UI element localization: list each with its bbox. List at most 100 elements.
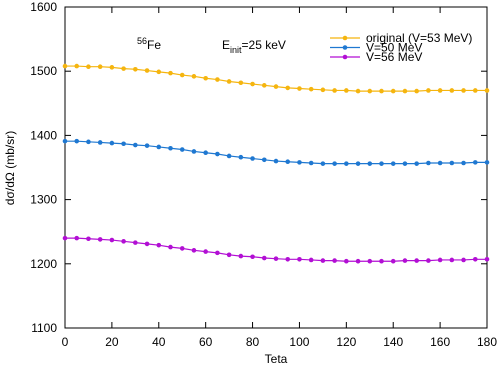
data-point	[285, 257, 291, 262]
plot-frame	[64, 6, 488, 329]
data-point	[297, 86, 302, 91]
data-point	[215, 77, 220, 82]
data-point	[308, 160, 314, 166]
data-point	[437, 160, 443, 166]
data-point	[86, 139, 91, 145]
data-point	[226, 252, 232, 258]
legend-marker	[342, 45, 348, 50]
data-point	[215, 250, 220, 256]
y-axis-label: dσ/dΩ (mb/sr)	[3, 131, 17, 205]
data-point	[133, 142, 138, 148]
data-point	[379, 258, 384, 264]
data-point	[168, 145, 173, 151]
x-tick-label: 100	[289, 335, 309, 349]
data-point	[179, 72, 185, 78]
data-point	[437, 88, 443, 93]
y-tick-label: 1600	[30, 0, 57, 14]
data-point	[472, 88, 478, 93]
data-point	[426, 160, 431, 166]
y-tick-label: 1500	[30, 64, 57, 78]
y-tick-label: 1300	[30, 193, 57, 207]
data-point	[379, 161, 384, 166]
data-point	[379, 88, 384, 94]
data-point	[437, 257, 443, 263]
data-point	[203, 150, 208, 156]
data-point	[133, 240, 138, 245]
data-point	[414, 88, 419, 94]
data-point	[484, 160, 490, 165]
data-point	[332, 258, 337, 263]
data-point	[250, 81, 255, 87]
data-point	[250, 254, 255, 260]
data-point	[414, 161, 419, 166]
data-point	[461, 160, 466, 166]
data-point	[461, 257, 466, 263]
x-tick-label: 180	[477, 335, 497, 349]
data-point	[179, 246, 185, 251]
annotation-suffix: =25 keV	[242, 38, 286, 52]
data-point	[250, 156, 255, 161]
legend-marker	[342, 35, 348, 41]
data-point	[238, 154, 244, 160]
data-point	[97, 237, 103, 242]
data-point	[121, 141, 126, 147]
x-tick-label: 140	[383, 335, 403, 349]
data-point	[273, 84, 279, 89]
data-point	[484, 257, 490, 262]
data-point	[191, 248, 197, 253]
y-tick-label: 1100	[31, 321, 57, 335]
data-point	[332, 161, 337, 166]
data-point	[402, 88, 408, 94]
data-point	[367, 88, 373, 94]
data-point	[109, 65, 115, 70]
data-point	[297, 160, 302, 165]
data-point	[426, 258, 431, 263]
data-point	[109, 237, 115, 243]
annotation-subscript: init	[230, 45, 242, 55]
data-point	[344, 88, 349, 93]
data-point	[191, 74, 197, 79]
data-point	[203, 249, 208, 254]
data-point	[367, 258, 373, 264]
data-point	[297, 257, 302, 262]
data-point	[355, 88, 361, 94]
data-point	[121, 239, 126, 244]
data-point	[238, 253, 244, 259]
data-point	[226, 153, 232, 159]
legend-label: V=50 MeV	[366, 41, 422, 55]
data-point	[390, 258, 396, 264]
data-point	[226, 79, 232, 84]
data-point	[168, 70, 173, 76]
data-point	[332, 88, 337, 93]
data-point	[402, 258, 408, 263]
data-point	[308, 86, 314, 92]
data-point	[144, 143, 150, 148]
data-point	[238, 80, 244, 86]
data-point	[215, 151, 220, 157]
data-point	[144, 241, 150, 247]
data-point	[97, 140, 103, 145]
data-point	[414, 258, 419, 263]
data-point	[97, 64, 103, 70]
data-point	[86, 64, 91, 70]
data-point	[449, 88, 455, 93]
data-point	[426, 88, 431, 93]
data-point	[109, 140, 115, 146]
data-point	[320, 161, 326, 166]
legend-marker	[342, 54, 348, 60]
x-tick-label: 120	[336, 335, 356, 349]
annotation: Einit=25 keV	[222, 38, 286, 55]
x-tick-label: 20	[105, 335, 119, 349]
data-point	[133, 66, 138, 72]
data-point	[156, 242, 162, 248]
annotation-text: E	[222, 38, 230, 52]
x-tick-label: 0	[62, 335, 69, 349]
data-point	[261, 157, 267, 163]
x-tick-label: 80	[246, 335, 260, 349]
data-point	[144, 68, 150, 73]
x-tick-label: 160	[430, 335, 450, 349]
legend-label: V=56 MeV	[366, 50, 422, 64]
data-point	[449, 160, 455, 166]
x-tick-label: 60	[199, 335, 213, 349]
